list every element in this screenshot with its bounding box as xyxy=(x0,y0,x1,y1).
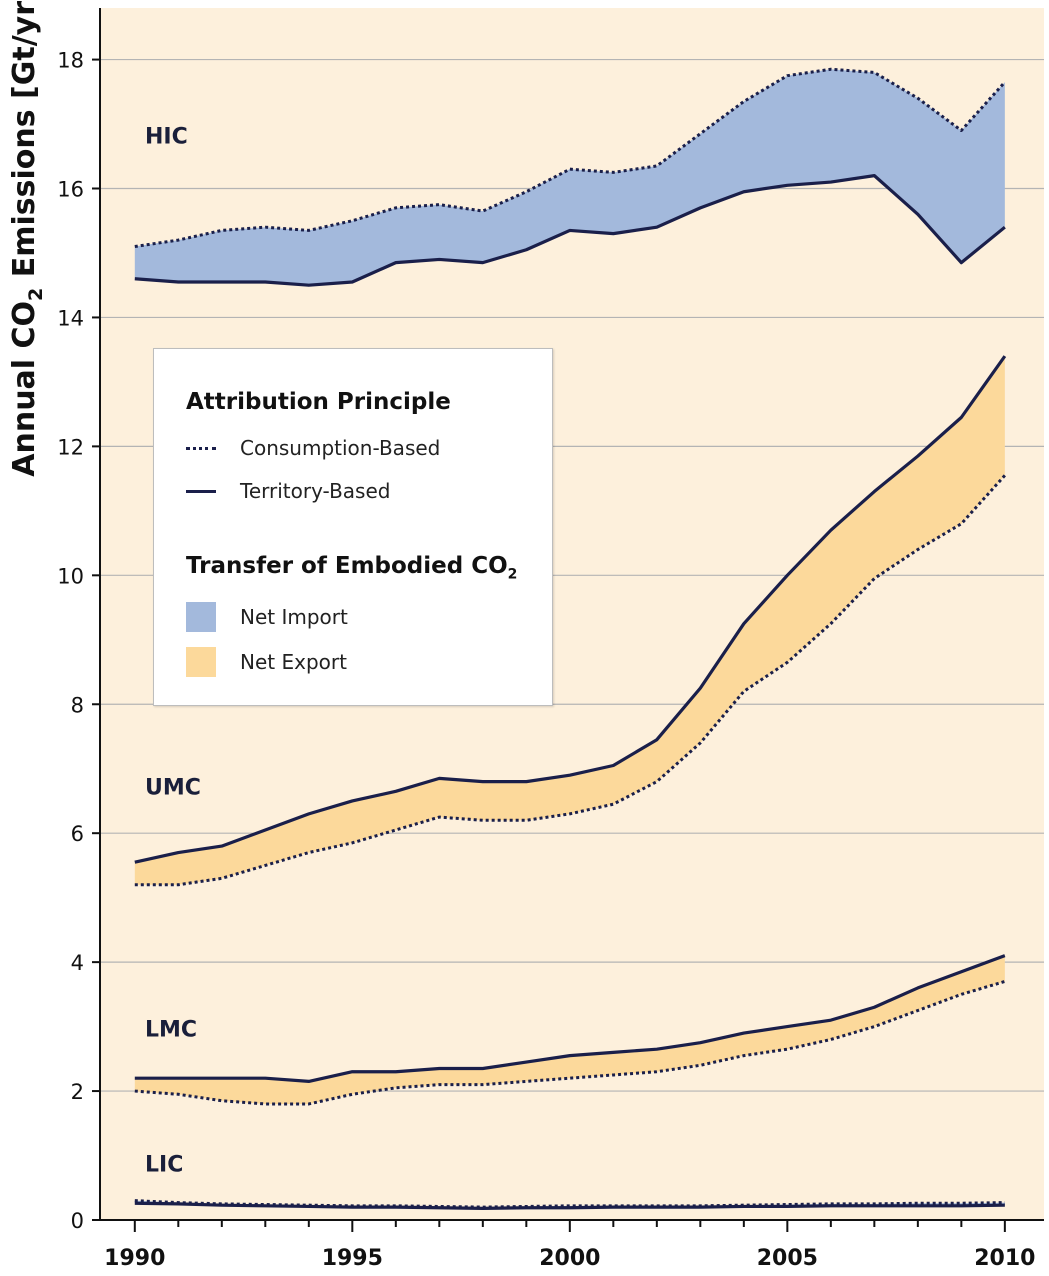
legend-item-consumption: Consumption-Based xyxy=(186,433,440,463)
y-tick-label: 8 xyxy=(71,693,84,717)
solid-line-icon xyxy=(186,489,216,493)
axes xyxy=(92,8,1044,1232)
consumption-line-lmc xyxy=(134,980,1006,1106)
x-tick-labels: 1990 1995 2000 2005 2010 xyxy=(104,1246,1035,1271)
y-tick-label: 18 xyxy=(57,49,84,73)
net-import-swatch xyxy=(186,602,216,632)
y-axis-label: Annual CO2 Emissions [Gt/yr] xyxy=(7,0,47,477)
legend-label-net-import: Net Import xyxy=(240,605,348,629)
area-umc xyxy=(134,356,1005,885)
legend-item-net-export: Net Export xyxy=(186,647,347,677)
legend-label-territory: Territory-Based xyxy=(240,479,391,503)
net-export-swatch xyxy=(186,647,216,677)
x-tick-label: 1995 xyxy=(322,1246,383,1271)
legend-label-consumption: Consumption-Based xyxy=(240,436,441,460)
x-tick-label: 2005 xyxy=(757,1246,818,1271)
area-hic xyxy=(134,69,1005,286)
group-labels: HIC UMC LMC LIC xyxy=(145,124,201,1177)
territory-line-umc xyxy=(134,355,1007,864)
consumption-line-lic xyxy=(134,1199,1005,1209)
group-label-umc: UMC xyxy=(145,776,201,801)
legend: Attribution Principle Consumption-Based … xyxy=(153,348,553,706)
x-tick-label: 1990 xyxy=(104,1246,165,1271)
y-tick-label: 16 xyxy=(57,178,84,202)
y-tick-label: 2 xyxy=(71,1080,84,1104)
y-tick-label: 0 xyxy=(71,1209,84,1233)
territory-line-hic xyxy=(134,174,1006,287)
group-label-hic: HIC xyxy=(145,124,188,149)
consumption-line-umc xyxy=(134,474,1006,887)
y-tick-label: 6 xyxy=(71,822,84,846)
territory-line-lmc xyxy=(134,954,1006,1083)
legend-heading-transfer: Transfer of Embodied CO2 xyxy=(186,553,518,583)
x-tick-label: 2000 xyxy=(539,1246,600,1271)
legend-item-net-import: Net Import xyxy=(186,602,348,632)
dotted-line-icon xyxy=(186,446,216,450)
area-lmc xyxy=(134,955,1005,1104)
y-tick-label: 12 xyxy=(57,435,84,459)
legend-heading-attribution: Attribution Principle xyxy=(186,389,451,415)
y-tick-label: 4 xyxy=(71,951,84,975)
x-tick-label: 2010 xyxy=(974,1246,1035,1271)
legend-label-net-export: Net Export xyxy=(240,650,347,674)
y-tick-label: 10 xyxy=(57,564,84,588)
attribution-lines xyxy=(134,67,1007,1210)
legend-item-territory: Territory-Based xyxy=(186,476,390,506)
group-label-lic: LIC xyxy=(145,1153,183,1178)
y-tick-labels: 0 2 4 6 8 10 12 14 16 18 xyxy=(57,49,84,1233)
consumption-line-hic xyxy=(134,67,1006,249)
y-tick-label: 14 xyxy=(57,306,84,330)
group-label-lmc: LMC xyxy=(145,1017,197,1042)
